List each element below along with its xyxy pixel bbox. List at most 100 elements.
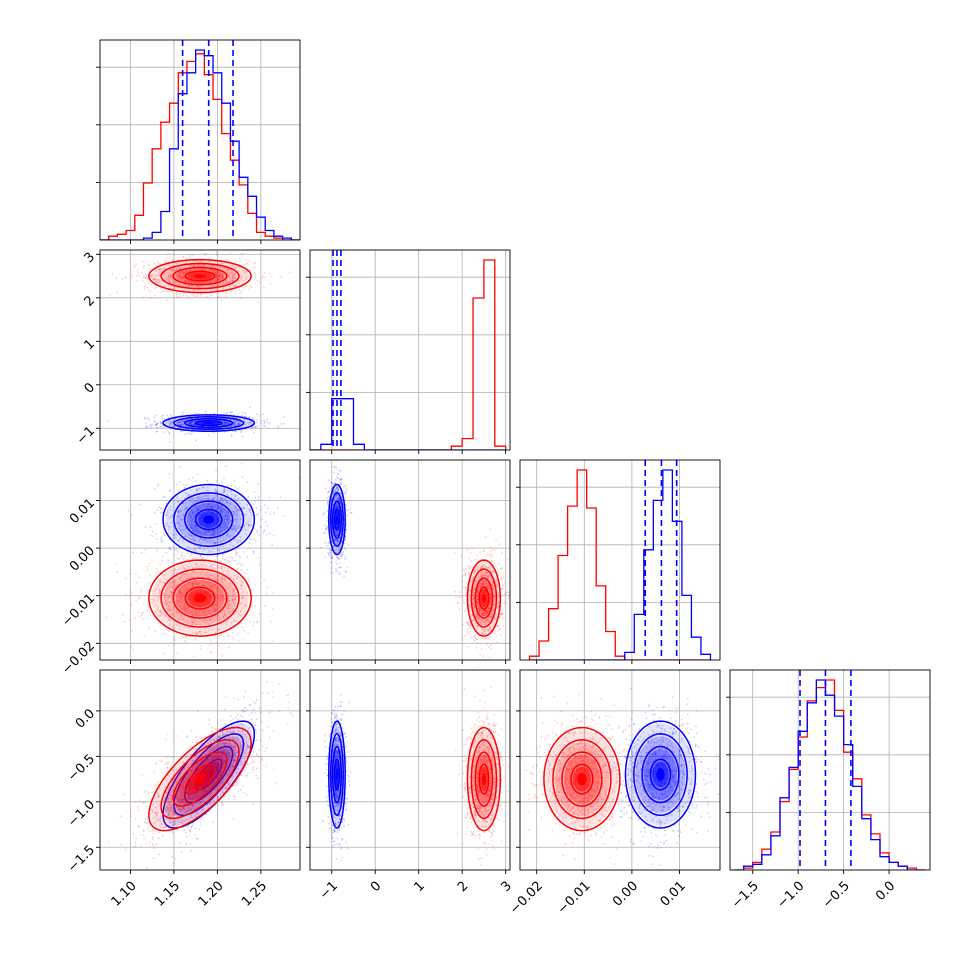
red-point xyxy=(161,555,164,558)
red-point xyxy=(199,614,202,616)
red-point xyxy=(175,281,178,284)
blue-point xyxy=(186,558,188,561)
blue-point xyxy=(166,509,169,512)
red-point xyxy=(270,283,272,285)
red-point xyxy=(171,581,173,584)
blue-point xyxy=(260,509,262,511)
red-point xyxy=(140,590,143,593)
red-point xyxy=(238,257,241,260)
red-point xyxy=(209,619,212,622)
red-point xyxy=(186,611,189,613)
red-point xyxy=(215,608,217,611)
red-point xyxy=(159,610,162,613)
red-point xyxy=(182,256,184,259)
red-point xyxy=(154,279,157,282)
red-point xyxy=(186,588,189,590)
red-point xyxy=(217,574,220,577)
blue-point xyxy=(184,419,187,422)
red-point xyxy=(171,606,174,609)
red-point xyxy=(169,275,172,278)
red-point xyxy=(213,280,216,283)
red-point xyxy=(151,558,153,561)
blue-point xyxy=(212,540,215,543)
red-point xyxy=(192,538,195,541)
blue-point xyxy=(188,421,191,424)
blue-point xyxy=(253,538,255,541)
red-point xyxy=(182,636,185,639)
blue-point xyxy=(337,497,339,499)
blue-point xyxy=(236,509,239,511)
red-point xyxy=(197,546,200,549)
red-point xyxy=(228,599,231,602)
red-point xyxy=(191,580,194,583)
red-point xyxy=(218,598,221,601)
red-point xyxy=(503,600,506,603)
red-point xyxy=(162,277,165,279)
red-point xyxy=(160,612,163,615)
blue-point xyxy=(198,494,201,497)
red-point xyxy=(227,268,230,271)
blue-point xyxy=(169,422,172,425)
red-point xyxy=(227,604,230,606)
red-point xyxy=(186,564,189,567)
blue-point xyxy=(229,411,231,414)
red-point xyxy=(214,277,217,280)
blue-point xyxy=(180,510,182,513)
red-point xyxy=(203,264,206,266)
blue-point xyxy=(238,423,240,426)
blue-point xyxy=(192,527,194,529)
red-point xyxy=(188,610,191,613)
red-point xyxy=(157,595,160,598)
blue-point xyxy=(244,421,247,423)
blue-point xyxy=(230,527,233,529)
red-point xyxy=(212,270,215,272)
red-point xyxy=(226,281,228,284)
red-point xyxy=(209,281,212,283)
red-point xyxy=(225,291,228,294)
blue-point xyxy=(169,526,171,529)
red-point xyxy=(238,288,241,291)
blue-point xyxy=(190,519,193,522)
blue-point xyxy=(222,498,225,500)
blue-point xyxy=(184,535,187,538)
red-point xyxy=(225,269,228,271)
blue-point xyxy=(335,551,337,554)
red-point xyxy=(197,288,200,291)
blue-point xyxy=(197,412,200,415)
blue-point xyxy=(263,419,265,422)
red-point xyxy=(200,553,203,556)
blue-point xyxy=(175,422,178,425)
blue-point xyxy=(188,421,191,424)
red-point xyxy=(164,601,167,604)
red-point xyxy=(183,567,186,570)
blue-point xyxy=(332,545,335,548)
blue-point xyxy=(190,433,193,435)
red-point xyxy=(247,288,250,291)
blue-point xyxy=(336,506,339,508)
red-point xyxy=(182,271,184,273)
blue-point xyxy=(339,500,341,503)
red-point xyxy=(173,282,176,284)
blue-point xyxy=(233,560,236,562)
blue-point xyxy=(344,504,347,506)
red-point xyxy=(232,589,235,592)
red-point xyxy=(174,593,177,596)
red-point xyxy=(235,563,238,565)
blue-point xyxy=(330,567,333,570)
blue-point xyxy=(333,490,336,492)
blue-point xyxy=(183,486,186,489)
blue-point xyxy=(218,500,220,503)
blue-point xyxy=(224,421,226,424)
red-point xyxy=(165,585,168,588)
blue-point xyxy=(239,431,242,434)
red-point xyxy=(179,292,181,295)
red-point xyxy=(201,282,204,285)
red-point xyxy=(182,274,184,276)
red-point xyxy=(158,268,161,270)
blue-point xyxy=(106,420,109,422)
red-point xyxy=(231,276,234,278)
blue-point xyxy=(241,476,244,479)
red-point xyxy=(174,580,177,583)
red-point xyxy=(173,287,176,289)
blue-point xyxy=(210,506,212,509)
